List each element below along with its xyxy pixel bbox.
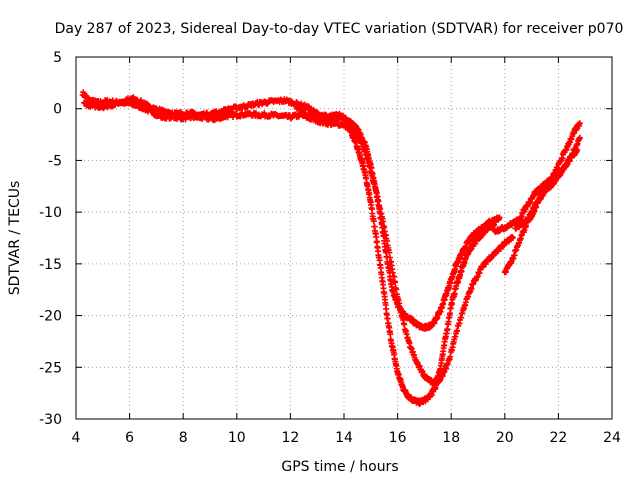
series-track-c [292, 102, 516, 387]
data-point [576, 120, 583, 127]
y-tick-labels: 5 0 -5 -10 -15 -20 -25 -30 [39, 50, 62, 428]
y-tick-label: -5 [48, 153, 62, 169]
data-point [370, 218, 377, 225]
x-tick-label: 10 [228, 430, 246, 446]
x-axis-label: GPS time / hours [281, 459, 398, 475]
series-track-e [491, 120, 583, 235]
data-point [509, 235, 516, 241]
data-point [392, 279, 399, 286]
x-tick-label: 8 [179, 430, 188, 446]
y-tick-label: 0 [53, 102, 62, 118]
y-tick-label: -15 [39, 257, 62, 273]
data-point [373, 238, 380, 245]
x-tick-label: 18 [442, 430, 460, 446]
series-track-b [81, 94, 503, 332]
plot-frame [75, 56, 613, 420]
x-tick-label: 16 [389, 430, 407, 446]
y-tick-label: -25 [39, 360, 62, 376]
y-axis-label: SDTVAR / TECUs [7, 181, 23, 296]
x-tick-label: 14 [335, 430, 353, 446]
x-tick-label: 4 [72, 430, 81, 446]
x-tick-label: 24 [603, 430, 621, 446]
data-point [576, 134, 583, 141]
y-tick-label: -10 [39, 205, 62, 221]
y-tick-label: -20 [39, 309, 62, 325]
chart-title: Day 287 of 2023, Sidereal Day-to-day VTE… [55, 21, 624, 37]
data-marks [79, 89, 583, 407]
data-point [387, 331, 394, 338]
x-tick-label: 12 [281, 430, 299, 446]
series-track-a [79, 89, 498, 407]
x-tick-label: 6 [125, 430, 134, 446]
x-tick-label: 20 [496, 430, 514, 446]
x-tick-labels: 4 6 8 10 12 14 16 18 20 22 24 [72, 430, 621, 446]
data-point [496, 214, 503, 221]
x-tick-label: 22 [549, 430, 567, 446]
y-tick-label: -30 [39, 412, 62, 428]
y-tick-label: 5 [53, 50, 62, 66]
series-track-f [512, 134, 583, 232]
